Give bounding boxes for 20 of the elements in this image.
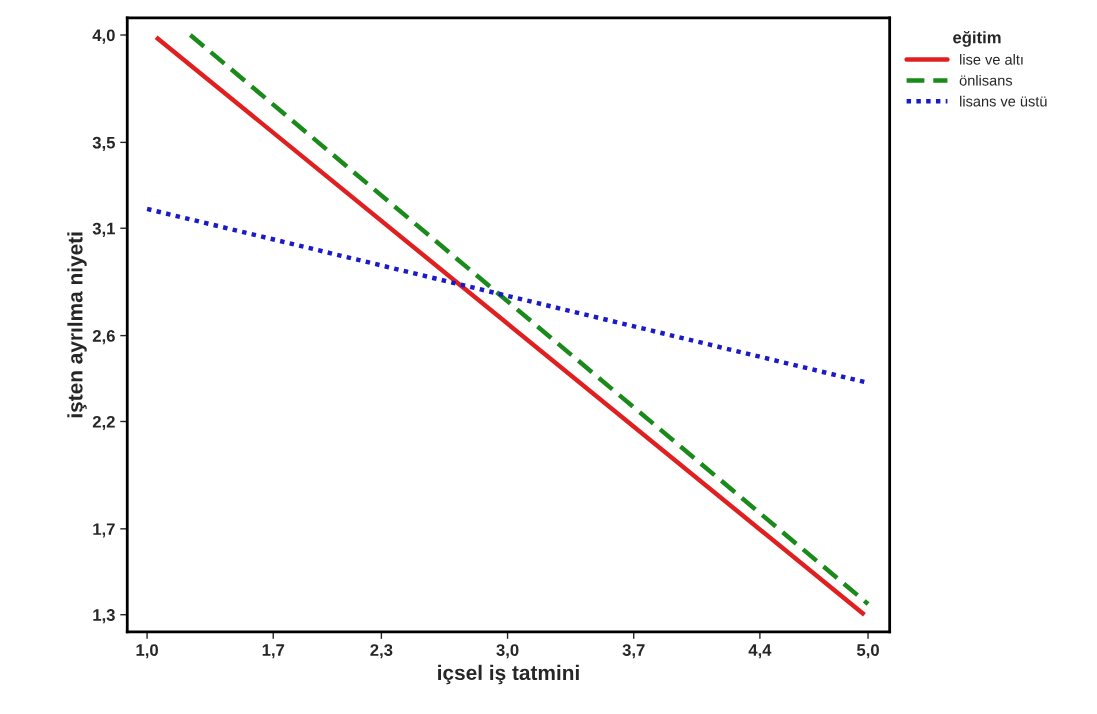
y-axis-title: işten ayrılma niyeti <box>67 232 87 418</box>
x-tick-label: 1,7 <box>262 644 285 659</box>
y-tick-label: 2,2 <box>92 415 115 431</box>
y-tick-label: 1,7 <box>93 523 115 538</box>
x-tick-label: 4,4 <box>748 644 772 659</box>
x-tick-label: 5,0 <box>856 644 879 659</box>
x-tick-label: 2,3 <box>370 644 393 659</box>
legend-title: eğitim <box>953 30 1001 47</box>
y-tick-label: 4,0 <box>92 29 115 44</box>
legend-label: lisans ve üstü <box>960 95 1047 107</box>
x-axis-title: içsel iş tatmini <box>438 664 579 685</box>
x-tick-label: 3,0 <box>496 644 519 659</box>
x-tick-label: 1,0 <box>136 644 158 659</box>
x-tick-label: 3,7 <box>622 644 645 659</box>
legend-label: lise ve altı <box>960 54 1023 65</box>
y-tick-label: 3,1 <box>92 222 115 237</box>
y-tick-label: 1,3 <box>93 609 115 624</box>
y-tick-label: 3,5 <box>92 136 115 151</box>
legend-label: önlisans <box>959 74 1013 86</box>
y-tick-label: 2,6 <box>92 330 115 345</box>
